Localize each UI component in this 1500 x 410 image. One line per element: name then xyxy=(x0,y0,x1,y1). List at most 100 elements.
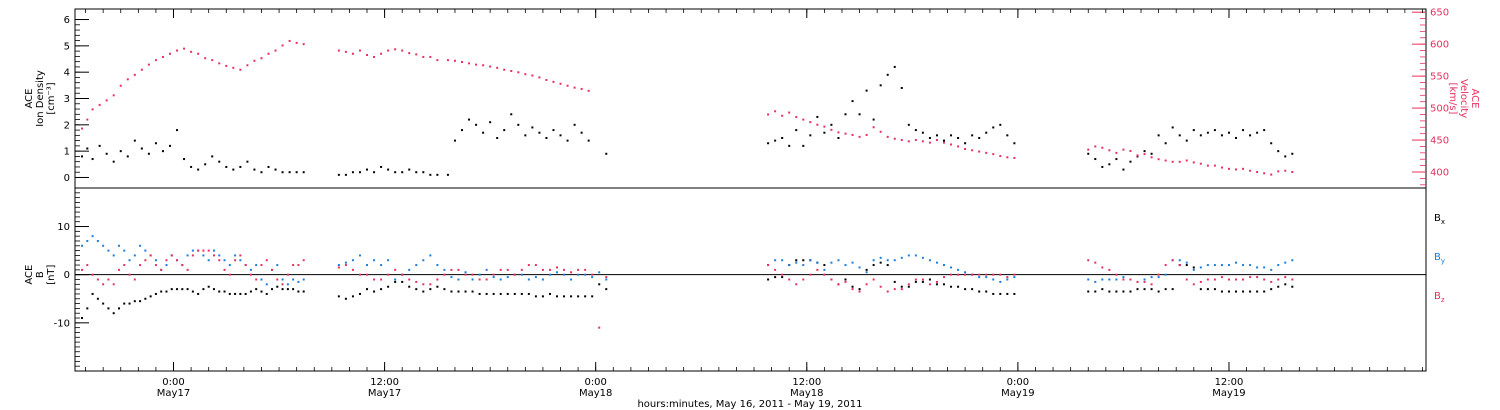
density-point xyxy=(204,163,207,166)
by-point xyxy=(914,254,917,257)
x-tick-date: May19 xyxy=(1001,388,1034,399)
bx-point xyxy=(1192,266,1195,269)
velocity-point xyxy=(964,148,967,151)
bx-point xyxy=(985,290,988,293)
by-point xyxy=(337,264,340,267)
bx-point xyxy=(96,297,99,300)
by-point xyxy=(380,264,383,267)
bz-point xyxy=(914,278,917,281)
panel-frame xyxy=(74,8,1427,189)
bz-point xyxy=(837,283,840,286)
bz-point xyxy=(1235,278,1238,281)
velocity-point xyxy=(482,64,485,67)
density-point xyxy=(1108,163,1111,166)
bz-point xyxy=(191,254,194,257)
density-point xyxy=(964,142,967,145)
bz-point xyxy=(366,273,369,276)
bx-point xyxy=(935,283,938,286)
by-point xyxy=(598,271,601,274)
by-point xyxy=(774,259,777,262)
left-axis-label: ACEB[nT] xyxy=(24,264,57,284)
density-point xyxy=(872,118,875,121)
bz-point xyxy=(1263,278,1266,281)
density-point xyxy=(524,134,527,137)
bz-point xyxy=(767,264,770,267)
by-point xyxy=(823,268,826,271)
bz-point xyxy=(212,254,215,257)
bx-point xyxy=(281,288,284,291)
bz-point xyxy=(144,259,147,262)
velocity-point xyxy=(559,82,562,85)
bx-point xyxy=(170,288,173,291)
bz-point xyxy=(429,283,432,286)
velocity-point xyxy=(809,121,812,124)
x-tick-time: 0:00 xyxy=(1007,377,1029,388)
bx-point xyxy=(879,261,882,264)
velocity-point xyxy=(893,137,896,140)
bz-point xyxy=(788,278,791,281)
bx-point xyxy=(534,295,537,298)
bx-point xyxy=(128,302,131,305)
by-point xyxy=(1206,264,1209,267)
bz-point xyxy=(149,254,152,257)
velocity-point xyxy=(1115,151,1118,154)
velocity-point xyxy=(816,123,819,126)
density-point xyxy=(971,134,974,137)
by-point xyxy=(1006,278,1009,281)
bx-point xyxy=(149,295,152,298)
density-point xyxy=(1094,158,1097,161)
velocity-point xyxy=(267,52,270,55)
velocity-point xyxy=(538,76,541,79)
bx-point xyxy=(1213,288,1216,291)
bz-point xyxy=(584,268,587,271)
bx-point xyxy=(1150,288,1153,291)
bx-point xyxy=(344,297,347,300)
bz-point xyxy=(302,259,305,262)
by-point xyxy=(921,256,924,259)
bz-point xyxy=(1227,278,1230,281)
x-tick-date: May17 xyxy=(157,388,190,399)
bz-point xyxy=(1136,280,1139,283)
bz-point xyxy=(112,283,115,286)
velocity-point xyxy=(475,63,478,66)
density-point xyxy=(950,134,953,137)
by-point xyxy=(851,261,854,264)
bz-point xyxy=(492,273,495,276)
by-point xyxy=(879,256,882,259)
bx-point xyxy=(900,285,903,288)
bx-point xyxy=(1006,292,1009,295)
velocity-point xyxy=(1249,169,1252,172)
bx-point xyxy=(297,290,300,293)
velocity-point xyxy=(781,114,784,117)
bx-point xyxy=(471,290,474,293)
bx-point xyxy=(81,317,84,320)
bz-point xyxy=(1249,276,1252,279)
density-point xyxy=(358,171,361,174)
bz-point xyxy=(1006,276,1009,279)
velocity-point xyxy=(774,110,777,113)
velocity-point xyxy=(147,63,150,66)
by-point xyxy=(223,259,226,262)
left-axis-label-line: [cm⁻³] xyxy=(46,82,57,114)
by-point xyxy=(935,261,938,264)
by-point xyxy=(457,278,460,281)
left-tick-label: 0 xyxy=(64,173,70,184)
velocity-point xyxy=(183,47,186,50)
density-point xyxy=(999,123,1002,126)
bz-point xyxy=(387,273,390,276)
bz-point xyxy=(950,273,953,276)
density-point xyxy=(1291,152,1294,155)
by-point xyxy=(999,280,1002,283)
bz-point xyxy=(1185,278,1188,281)
bx-point xyxy=(548,292,551,295)
by-point xyxy=(186,254,189,257)
velocity-point xyxy=(197,52,200,55)
bx-point xyxy=(1249,290,1252,293)
bx-point xyxy=(1242,290,1245,293)
by-point xyxy=(1291,259,1294,262)
by-point xyxy=(165,264,168,267)
bx-point xyxy=(86,307,89,310)
bz-point xyxy=(499,268,502,271)
bz-point xyxy=(170,254,173,257)
